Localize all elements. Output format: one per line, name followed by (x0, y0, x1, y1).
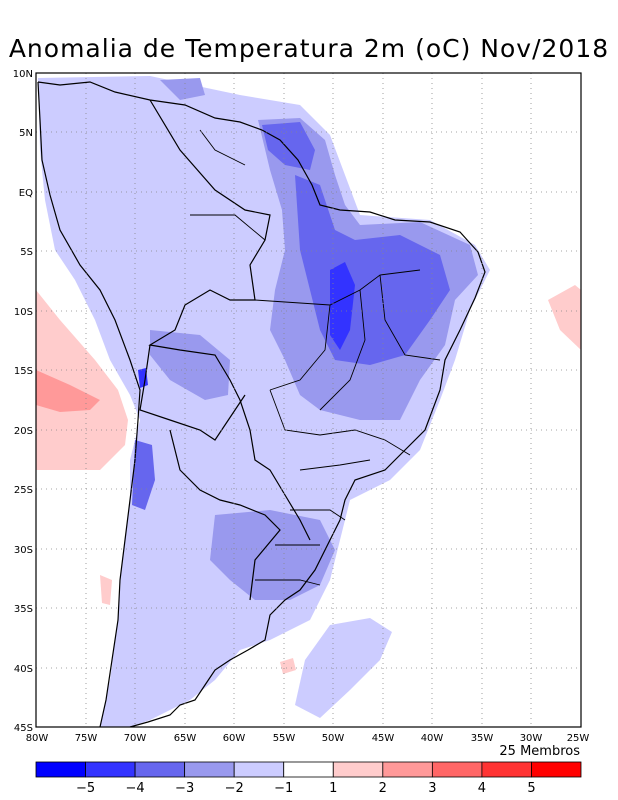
colorbar-swatch (382, 761, 433, 778)
lat-label: 10N (13, 69, 33, 80)
colorbar: −5 −4 −3 −2 −1 1 2 3 4 5 (35, 761, 582, 796)
lat-label: 30S (14, 545, 33, 556)
lon-label: 70W (124, 733, 147, 744)
lon-label: 30W (520, 733, 543, 744)
colorbar-swatch (85, 761, 136, 778)
anomaly-medium-blue-west (150, 330, 230, 400)
anomaly-dark-blue-amapa (262, 122, 315, 170)
graticule (36, 73, 581, 727)
map-title: Anomalia de Temperatura 2m (oC) Nov/2018 (8, 34, 610, 63)
colorbar-label: −4 (126, 781, 145, 796)
colorbar-swatch (531, 761, 582, 778)
colorbar-label: 1 (329, 781, 337, 796)
lon-label: 40W (421, 733, 444, 744)
colorbar-swatch (481, 761, 532, 778)
anomaly-pink-pacific (36, 290, 128, 470)
lat-label: EQ (19, 188, 33, 199)
colorbar-swatch (134, 761, 186, 778)
lon-label: 45W (372, 733, 395, 744)
lat-label: 15S (14, 366, 33, 377)
anomaly-light-blue-ocean (295, 618, 392, 718)
colorbar-swatch (184, 761, 235, 778)
lat-label: 45S (14, 723, 33, 734)
colorbar-label: −2 (225, 781, 244, 796)
anomaly-pink-atlantic (548, 285, 581, 350)
anomaly-pink-southpacific (100, 575, 112, 605)
colorbar-label: 5 (527, 781, 535, 796)
south-america-coastline (37, 81, 486, 727)
colorbar-swatch (233, 761, 285, 778)
anomaly-fields (36, 76, 581, 727)
members-label: 25 Membros (499, 744, 580, 759)
plot-frame (35, 72, 582, 728)
lat-label: 5N (19, 128, 33, 139)
state-borders (190, 129, 441, 586)
lat-axis: 10N 5N EQ 5S 10S 15S 20S 25S 30S 35S 40S… (13, 69, 33, 734)
colorbar-label: −3 (175, 781, 194, 796)
lon-axis: 80W 75W 70W 65W 60W 55W 50W 45W 40W 35W … (26, 733, 590, 744)
colorbar-swatch (283, 761, 334, 778)
anomaly-medium-blue-south (210, 510, 335, 600)
colorbar-label: 3 (428, 781, 436, 796)
colorbar-swatch (431, 761, 483, 778)
west-coastline (37, 81, 141, 727)
lon-label: 80W (26, 733, 49, 744)
colorbar-swatch (332, 761, 384, 778)
lon-label: 65W (174, 733, 197, 744)
colorbar-label: 4 (478, 781, 486, 796)
anomaly-red-pacific (36, 370, 100, 412)
colorbar-label: −1 (274, 781, 293, 796)
lat-label: 40S (14, 664, 33, 675)
anomaly-pink-atlantic-south (280, 658, 296, 674)
coastline-borders (37, 81, 486, 727)
lat-label: 35S (14, 604, 33, 615)
lon-label: 75W (75, 733, 98, 744)
colorbar-label: −5 (76, 781, 95, 796)
anomaly-medium-blue-top (160, 78, 205, 100)
argentina-border (169, 429, 281, 601)
lon-label: 50W (322, 733, 345, 744)
lat-label: 20S (14, 426, 33, 437)
colorbar-swatch (35, 761, 86, 778)
lon-label: 55W (273, 733, 296, 744)
colorbar-label: 2 (379, 781, 387, 796)
anomaly-deep-blue-core (330, 262, 355, 350)
brazil-border (148, 99, 311, 541)
bolivia-border (139, 344, 246, 441)
lon-label: 25W (567, 733, 590, 744)
lat-label: 25S (14, 485, 33, 496)
lat-label: 5S (20, 247, 33, 258)
lon-label: 35W (471, 733, 494, 744)
lon-label: 60W (223, 733, 246, 744)
anomaly-dark-blue-andes (132, 440, 155, 510)
lat-label: 10S (14, 307, 33, 318)
